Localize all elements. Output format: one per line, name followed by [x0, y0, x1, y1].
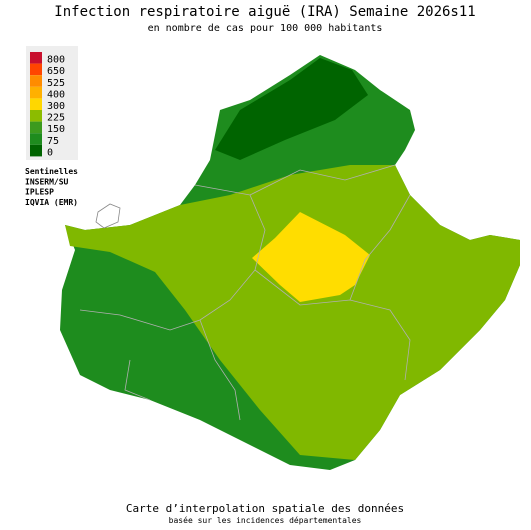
subtitle: en nombre de cas pour 100 000 habitants: [148, 23, 383, 34]
source-line: IPLESP: [25, 188, 54, 197]
zone-150-225: [65, 165, 520, 460]
legend-swatch: [30, 86, 42, 99]
legend-swatch: [30, 75, 42, 87]
map: [60, 55, 520, 470]
dept-border: [254, 269, 411, 381]
legend-swatch: [30, 98, 42, 110]
legend-label: 400: [47, 89, 65, 100]
enclave: [95, 203, 121, 229]
legend-label: 300: [47, 101, 65, 112]
legend-swatch: [30, 144, 42, 157]
footer-line2: basée sur les incidences départementales: [169, 515, 362, 525]
legend-label: 525: [47, 78, 65, 89]
legend-label: 650: [47, 66, 65, 77]
source-line: INSERM/SU: [25, 177, 69, 186]
dept-border: [79, 194, 266, 331]
dept-border: [124, 359, 151, 401]
legend-label: 0: [47, 147, 53, 158]
zone-300-400: [252, 212, 370, 302]
title: Infection respiratoire aiguë (IRA) Semai…: [54, 4, 475, 20]
zone-0-75: [215, 58, 368, 160]
source-line: Sentinelles: [25, 166, 78, 176]
legend-label: 75: [47, 136, 59, 147]
legend-label: 150: [47, 124, 65, 135]
legend-swatch: [30, 121, 42, 134]
dept-border: [349, 194, 411, 301]
legend-swatch: [30, 63, 42, 76]
legend-label: 800: [47, 55, 65, 66]
legend-swatch: [30, 52, 42, 64]
dept-border: [199, 319, 241, 421]
dept-border: [194, 164, 396, 196]
legend-swatch: [30, 110, 42, 122]
legend-swatch: [30, 133, 42, 145]
source-line: IQVIA (EMR): [25, 198, 78, 207]
legend-label: 225: [47, 113, 65, 124]
footer-line1: Carte d’interpolation spatiale des donné…: [126, 502, 404, 515]
